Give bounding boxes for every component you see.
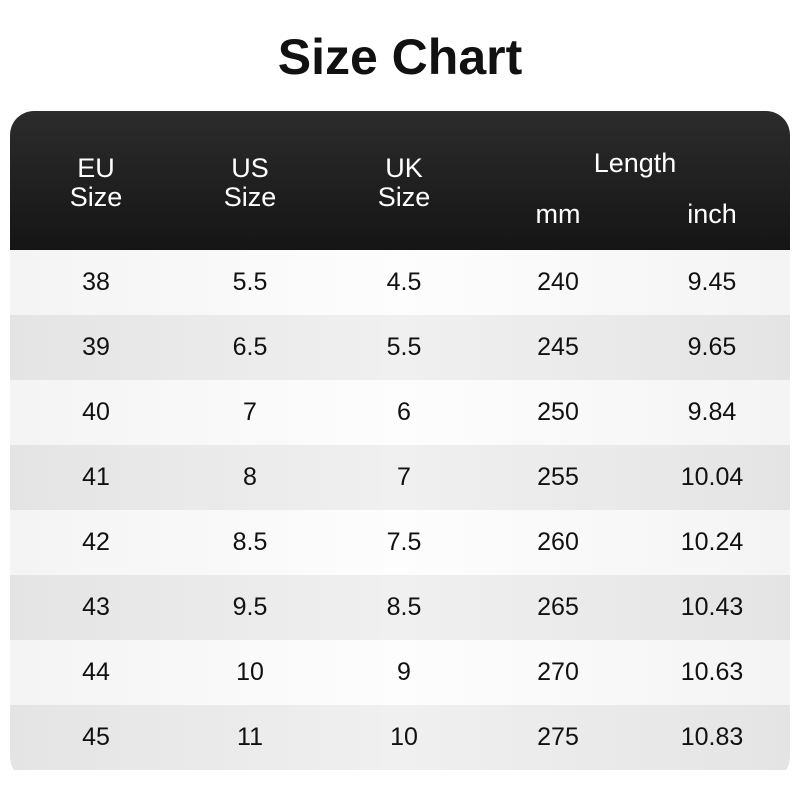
- cell-us-size: 9.5: [232, 593, 268, 621]
- cell-uk-size: 8.5: [386, 593, 422, 621]
- cell-eu-size: 38: [82, 268, 110, 296]
- cell-us-size: 7: [243, 398, 257, 426]
- cell-length-mm: 240: [537, 268, 579, 296]
- cell-us-size: 5.5: [232, 268, 268, 296]
- header-uk-line1: UK: [385, 153, 423, 183]
- table-row: 38 5.5 4.5 240 9.45: [10, 250, 790, 315]
- header-eu-size: EU Size: [19, 154, 173, 212]
- cell-eu-size: 43: [82, 593, 110, 621]
- table-row: 43 9.5 8.5 265 10.43: [10, 575, 790, 640]
- cell-length-mm: 265: [537, 593, 579, 621]
- header-mm: mm: [535, 199, 581, 229]
- table-row: 40 7 6 250 9.84: [10, 380, 790, 445]
- cell-eu-size: 41: [82, 463, 110, 491]
- table-row: 44 10 9 270 10.63: [10, 640, 790, 705]
- header-uk-size: UK Size: [327, 154, 481, 212]
- cell-length-inch: 10.83: [680, 723, 744, 751]
- cell-eu-size: 42: [82, 528, 110, 556]
- cell-eu-size: 45: [82, 723, 110, 751]
- table-row: 39 6.5 5.5 245 9.65: [10, 315, 790, 380]
- table-body: 38 5.5 4.5 240 9.45 39 6.5 5.5 245 9.65 40 7 6 250 9.8…: [10, 250, 790, 770]
- table-row: 41 8 7 255 10.04: [10, 445, 790, 510]
- table-row: 45 11 10 275 10.83: [10, 705, 790, 770]
- header-eu-line2: Size: [69, 182, 123, 212]
- cell-eu-size: 44: [82, 658, 110, 686]
- cell-length-mm: 255: [537, 463, 579, 491]
- cell-us-size: 11: [237, 723, 263, 751]
- header-eu-line1: EU: [77, 153, 115, 183]
- cell-length-inch: 9.84: [687, 398, 737, 426]
- cell-length-mm: 275: [537, 723, 579, 751]
- page-title: Size Chart: [277, 29, 523, 85]
- cell-eu-size: 39: [82, 333, 110, 361]
- cell-uk-size: 9: [397, 658, 411, 686]
- header-uk-line2: Size: [377, 182, 431, 212]
- cell-length-inch: 10.43: [680, 593, 744, 621]
- cell-us-size: 8: [243, 463, 257, 491]
- header-us-line1: US: [231, 153, 269, 183]
- cell-length-inch: 9.45: [687, 268, 737, 296]
- header-us-line2: Size: [223, 182, 277, 212]
- cell-length-inch: 10.04: [680, 463, 744, 491]
- cell-length-mm: 250: [537, 398, 579, 426]
- header-us-size: US Size: [173, 154, 327, 212]
- cell-us-size: 6.5: [232, 333, 268, 361]
- cell-length-inch: 10.63: [680, 658, 744, 686]
- table-row: 42 8.5 7.5 260 10.24: [10, 510, 790, 575]
- cell-length-mm: 245: [537, 333, 579, 361]
- cell-length-mm: 260: [537, 528, 579, 556]
- cell-length-mm: 270: [537, 658, 579, 686]
- cell-uk-size: 7: [397, 463, 411, 491]
- cell-uk-size: 5.5: [386, 333, 422, 361]
- cell-uk-size: 10: [390, 723, 418, 751]
- cell-uk-size: 4.5: [386, 268, 422, 296]
- cell-us-size: 10: [236, 658, 264, 686]
- cell-uk-size: 6: [397, 398, 411, 426]
- cell-eu-size: 40: [82, 398, 110, 426]
- cell-uk-size: 7.5: [386, 528, 422, 556]
- cell-length-inch: 9.65: [687, 333, 737, 361]
- header-inch: inch: [687, 199, 737, 229]
- cell-us-size: 8.5: [232, 528, 268, 556]
- table-header: EU Size US Size UK Size Length mm inch: [10, 111, 790, 250]
- size-chart-table: EU Size US Size UK Size Length mm inch 3…: [10, 111, 790, 781]
- cell-length-inch: 10.24: [680, 528, 744, 556]
- header-length: Length: [593, 148, 677, 178]
